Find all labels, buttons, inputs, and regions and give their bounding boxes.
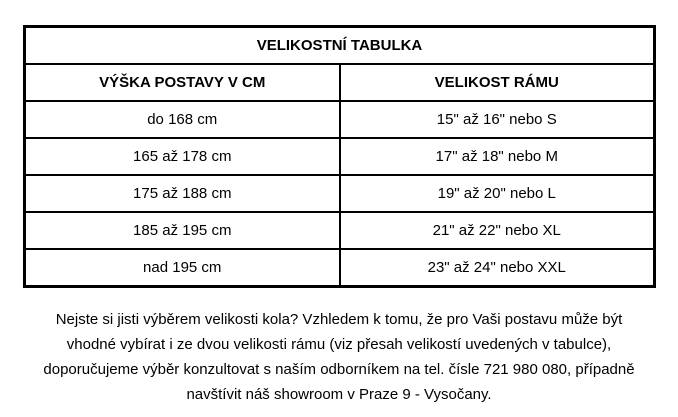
height-cell: 185 až 195 cm bbox=[23, 211, 341, 250]
table-row: 165 až 178 cm 17" až 18" nebo M bbox=[23, 137, 656, 176]
column-header-frame-size: VELIKOST RÁMU bbox=[338, 63, 656, 102]
height-cell: nad 195 cm bbox=[23, 248, 341, 288]
frame-size-cell: 19" až 20" nebo L bbox=[338, 174, 656, 213]
frame-size-cell: 15" až 16" nebo S bbox=[338, 100, 656, 139]
height-cell: 175 až 188 cm bbox=[23, 174, 341, 213]
table-row: 175 až 188 cm 19" až 20" nebo L bbox=[23, 174, 656, 213]
height-cell: do 168 cm bbox=[23, 100, 341, 139]
table-title: VELIKOSTNÍ TABULKA bbox=[23, 25, 656, 65]
size-table: VELIKOSTNÍ TABULKA VÝŠKA POSTAVY V CM VE… bbox=[23, 25, 656, 288]
height-cell: 165 až 178 cm bbox=[23, 137, 341, 176]
note-line: vhodné vybírat i ze dvou velikosti rámu … bbox=[66, 336, 612, 353]
note-line: Nejste si jisti výběrem velikosti kola? … bbox=[55, 311, 623, 328]
note-line: doporučujeme výběr konzultovat s naším o… bbox=[43, 361, 635, 378]
note-paragraph: Nejste si jisti výběrem velikosti kola? … bbox=[0, 307, 678, 407]
table-title-row: VELIKOSTNÍ TABULKA bbox=[23, 25, 656, 65]
table-header-row: VÝŠKA POSTAVY V CM VELIKOST RÁMU bbox=[23, 63, 656, 102]
column-header-height: VÝŠKA POSTAVY V CM bbox=[23, 63, 341, 102]
table-row: 185 až 195 cm 21" až 22" nebo XL bbox=[23, 211, 656, 250]
frame-size-cell: 21" až 22" nebo XL bbox=[338, 211, 656, 250]
table-row: do 168 cm 15" až 16" nebo S bbox=[23, 100, 656, 139]
frame-size-cell: 23" až 24" nebo XXL bbox=[338, 248, 656, 288]
table-row: nad 195 cm 23" až 24" nebo XXL bbox=[23, 248, 656, 288]
frame-size-cell: 17" až 18" nebo M bbox=[338, 137, 656, 176]
note-line: navštívit náš showroom v Praze 9 - Vysoč… bbox=[186, 386, 492, 403]
